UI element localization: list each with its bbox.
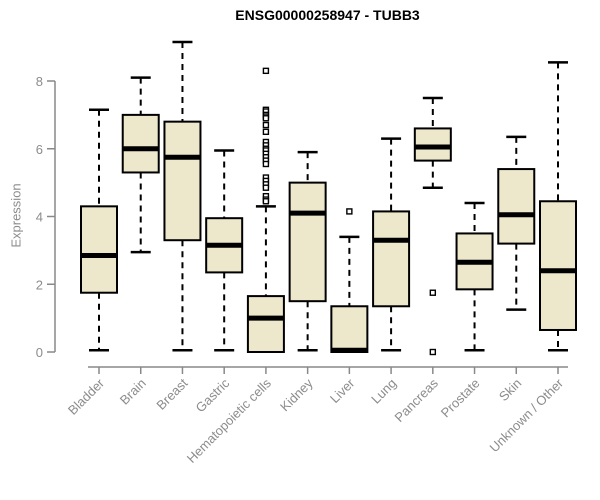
outlier-point (429, 289, 437, 296)
outlier-point (262, 67, 270, 75)
iqr-box (539, 200, 577, 331)
x-tick-label: Kidney (277, 375, 316, 414)
boxplot-prostate (455, 201, 494, 352)
iqr-box (246, 295, 285, 354)
iqr-box (497, 168, 536, 245)
iqr-box (372, 210, 411, 308)
iqr-box (163, 120, 202, 242)
boxplot-kidney (288, 150, 327, 352)
outlier-point (262, 128, 270, 136)
y-tick-label: 0 (36, 345, 43, 360)
outlier-point (262, 115, 270, 122)
iqr-box (330, 305, 369, 353)
x-tick-label: Lung (368, 376, 399, 407)
x-tick-label: Liver (327, 375, 358, 406)
outlier-point (262, 184, 270, 191)
x-tick-label: Bladder (65, 375, 108, 418)
x-tick-label: Pancreas (391, 375, 441, 425)
outlier-point (429, 348, 437, 356)
boxplot-bladder (80, 108, 118, 352)
outlier-point (262, 121, 270, 129)
boxplot-lung (372, 137, 411, 352)
outlier-point (262, 160, 270, 168)
x-tick-label: Skin (496, 376, 524, 404)
y-tick-label: 4 (36, 210, 43, 225)
chart-title: ENSG00000258947 - TUBB3 (235, 7, 420, 23)
iqr-box (121, 113, 160, 174)
boxplot-skin (497, 135, 536, 311)
x-tick-label: Unknown / Other (487, 375, 567, 455)
boxplot-hematopoietic-cells (246, 67, 285, 354)
x-tick-label: Gastric (193, 375, 233, 415)
boxplot-pancreas (413, 96, 452, 356)
boxplot-unknown-other (539, 61, 577, 352)
outlier-point (262, 198, 270, 205)
x-tick-label: Prostate (438, 376, 483, 421)
x-tick-label: Brain (117, 376, 149, 408)
boxplot-brain (121, 76, 160, 254)
boxplot-gastric (205, 149, 244, 352)
y-tick-label: 8 (36, 74, 43, 89)
boxplot-breast (163, 40, 202, 352)
iqr-box (413, 127, 452, 162)
iqr-box (288, 181, 327, 303)
y-tick-label: 2 (36, 277, 43, 292)
x-tick-label: Breast (153, 375, 190, 412)
y-tick-label: 6 (36, 142, 43, 157)
boxplot-liver (330, 208, 369, 353)
outlier-point (346, 208, 353, 215)
iqr-box (80, 205, 118, 294)
